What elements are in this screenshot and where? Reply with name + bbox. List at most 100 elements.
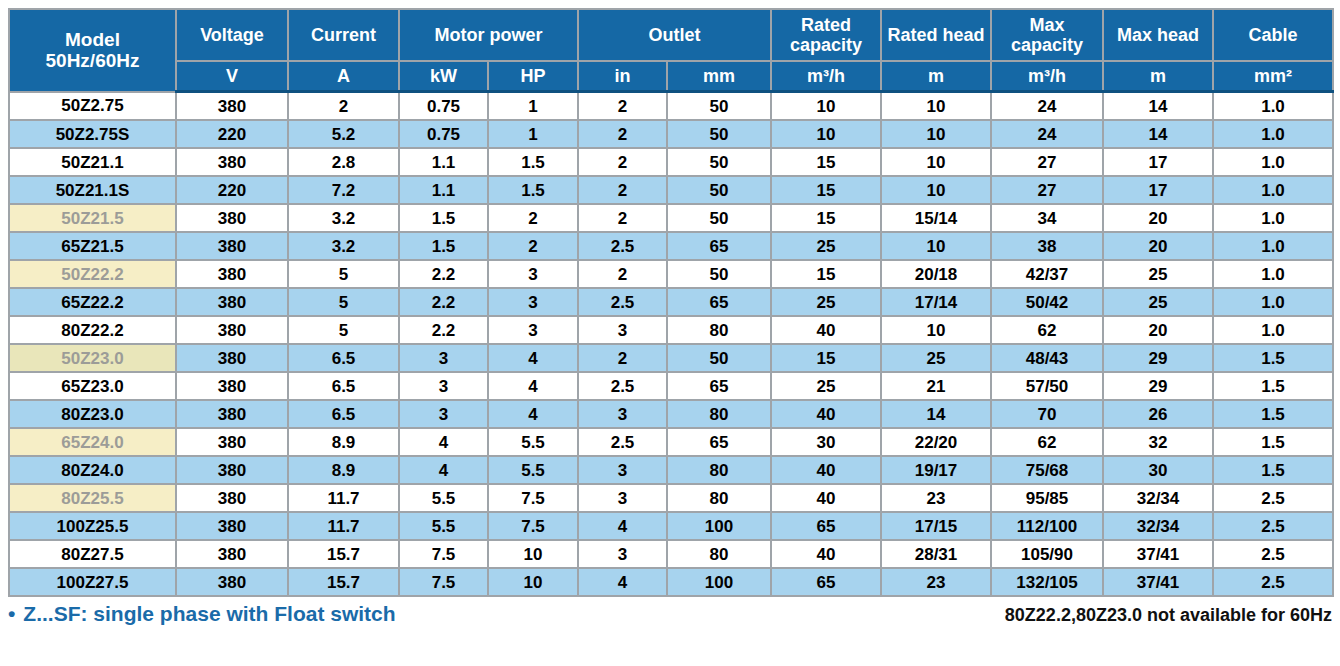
cell-model: 50Z22.2 (9, 260, 176, 288)
cell-outlet-in: 2.5 (578, 372, 667, 400)
table-row: 100Z25.538011.75.57.541006517/15112/1003… (9, 512, 1333, 540)
cell-max-head: 32/34 (1103, 484, 1213, 512)
table-row: 50Z2.75S2205.20.751250101024141.0 (9, 120, 1333, 148)
cell-rated-capacity: 40 (771, 540, 881, 568)
cell-outlet-in: 2.5 (578, 288, 667, 316)
cell-max-capacity: 132/105 (991, 568, 1103, 596)
column-header-outlet: Outlet (578, 9, 771, 61)
cell-power-kw: 5.5 (399, 512, 488, 540)
cell-model: 65Z21.5 (9, 232, 176, 260)
cell-rated-head: 23 (881, 484, 991, 512)
cell-power-kw: 7.5 (399, 540, 488, 568)
cell-max-head: 20 (1103, 316, 1213, 344)
cell-power-hp: 2 (488, 232, 578, 260)
table-row: 80Z27.538015.77.5103804028/31105/9037/41… (9, 540, 1333, 568)
cell-outlet-mm: 50 (667, 148, 771, 176)
cell-voltage: 380 (176, 344, 288, 372)
table-row: 50Z21.53803.21.522501515/1434201.0 (9, 204, 1333, 232)
model-header-sublabel: 50Hz/60Hz (12, 50, 173, 71)
cell-model: 100Z27.5 (9, 568, 176, 596)
cell-current: 3.2 (288, 232, 399, 260)
cell-outlet-in: 2 (578, 120, 667, 148)
cell-current: 6.5 (288, 400, 399, 428)
cell-outlet-mm: 80 (667, 400, 771, 428)
cell-outlet-mm: 65 (667, 372, 771, 400)
cell-rated-capacity: 25 (771, 372, 881, 400)
cell-rated-capacity: 65 (771, 568, 881, 596)
cell-rated-capacity: 25 (771, 288, 881, 316)
cell-rated-head: 10 (881, 92, 991, 121)
cell-voltage: 380 (176, 540, 288, 568)
cell-max-head: 32 (1103, 428, 1213, 456)
cell-voltage: 380 (176, 316, 288, 344)
cell-outlet-mm: 50 (667, 176, 771, 204)
table-row: 50Z21.1S2207.21.11.5250151027171.0 (9, 176, 1333, 204)
cell-outlet-in: 2.5 (578, 232, 667, 260)
cell-model: 80Z23.0 (9, 400, 176, 428)
table-header: Model 50Hz/60Hz Voltage Current Motor po… (9, 9, 1333, 92)
cell-power-hp: 2 (488, 204, 578, 232)
cell-power-kw: 3 (399, 372, 488, 400)
table-row: 80Z23.03806.534380401470261.5 (9, 400, 1333, 428)
unit-max-head: m (1103, 61, 1213, 92)
cell-cable: 1.0 (1213, 288, 1333, 316)
cell-rated-capacity: 15 (771, 344, 881, 372)
cell-power-kw: 4 (399, 456, 488, 484)
cell-max-head: 14 (1103, 120, 1213, 148)
spec-table-body: 50Z2.7538020.751250101024141.050Z2.75S22… (9, 92, 1333, 597)
cell-max-head: 20 (1103, 232, 1213, 260)
cell-cable: 1.5 (1213, 428, 1333, 456)
cell-outlet-mm: 80 (667, 484, 771, 512)
cell-current: 5 (288, 260, 399, 288)
cell-power-kw: 7.5 (399, 568, 488, 596)
cell-voltage: 380 (176, 400, 288, 428)
cell-power-kw: 2.2 (399, 288, 488, 316)
cell-rated-capacity: 40 (771, 484, 881, 512)
cell-rated-capacity: 15 (771, 176, 881, 204)
cell-outlet-mm: 50 (667, 92, 771, 121)
cell-rated-head: 25 (881, 344, 991, 372)
table-row: 65Z23.03806.5342.565252157/50291.5 (9, 372, 1333, 400)
cell-max-capacity: 34 (991, 204, 1103, 232)
cell-outlet-in: 2 (578, 148, 667, 176)
cell-outlet-in: 2 (578, 204, 667, 232)
cell-max-capacity: 42/37 (991, 260, 1103, 288)
cell-rated-head: 21 (881, 372, 991, 400)
cell-max-capacity: 24 (991, 92, 1103, 121)
cell-outlet-in: 4 (578, 568, 667, 596)
cell-max-head: 30 (1103, 456, 1213, 484)
cell-outlet-mm: 80 (667, 456, 771, 484)
cell-cable: 1.0 (1213, 120, 1333, 148)
unit-power-kw: kW (399, 61, 488, 92)
table-row: 100Z27.538015.77.51041006523132/10537/41… (9, 568, 1333, 596)
cell-outlet-in: 3 (578, 316, 667, 344)
cell-outlet-in: 2 (578, 344, 667, 372)
cell-cable: 1.0 (1213, 260, 1333, 288)
unit-rated-capacity: m³/h (771, 61, 881, 92)
cell-voltage: 380 (176, 204, 288, 232)
footnote-float-switch-text: Z...SF: single phase with Float switch (23, 602, 395, 625)
cell-max-capacity: 24 (991, 120, 1103, 148)
cell-rated-capacity: 15 (771, 260, 881, 288)
unit-cable: mm² (1213, 61, 1333, 92)
cell-rated-head: 10 (881, 316, 991, 344)
cell-power-hp: 1 (488, 120, 578, 148)
cell-max-capacity: 57/50 (991, 372, 1103, 400)
cell-cable: 1.0 (1213, 316, 1333, 344)
cell-power-kw: 2.2 (399, 260, 488, 288)
cell-current: 2.8 (288, 148, 399, 176)
cell-rated-head: 20/18 (881, 260, 991, 288)
cell-power-kw: 3 (399, 344, 488, 372)
cell-rated-capacity: 10 (771, 120, 881, 148)
cell-current: 11.7 (288, 484, 399, 512)
cell-power-hp: 5.5 (488, 428, 578, 456)
cell-max-head: 17 (1103, 148, 1213, 176)
cell-model: 80Z24.0 (9, 456, 176, 484)
cell-max-head: 17 (1103, 176, 1213, 204)
cell-max-capacity: 105/90 (991, 540, 1103, 568)
cell-cable: 2.5 (1213, 568, 1333, 596)
cell-model: 50Z23.0 (9, 344, 176, 372)
cell-rated-capacity: 10 (771, 92, 881, 121)
cell-outlet-in: 2.5 (578, 428, 667, 456)
cell-outlet-mm: 50 (667, 344, 771, 372)
